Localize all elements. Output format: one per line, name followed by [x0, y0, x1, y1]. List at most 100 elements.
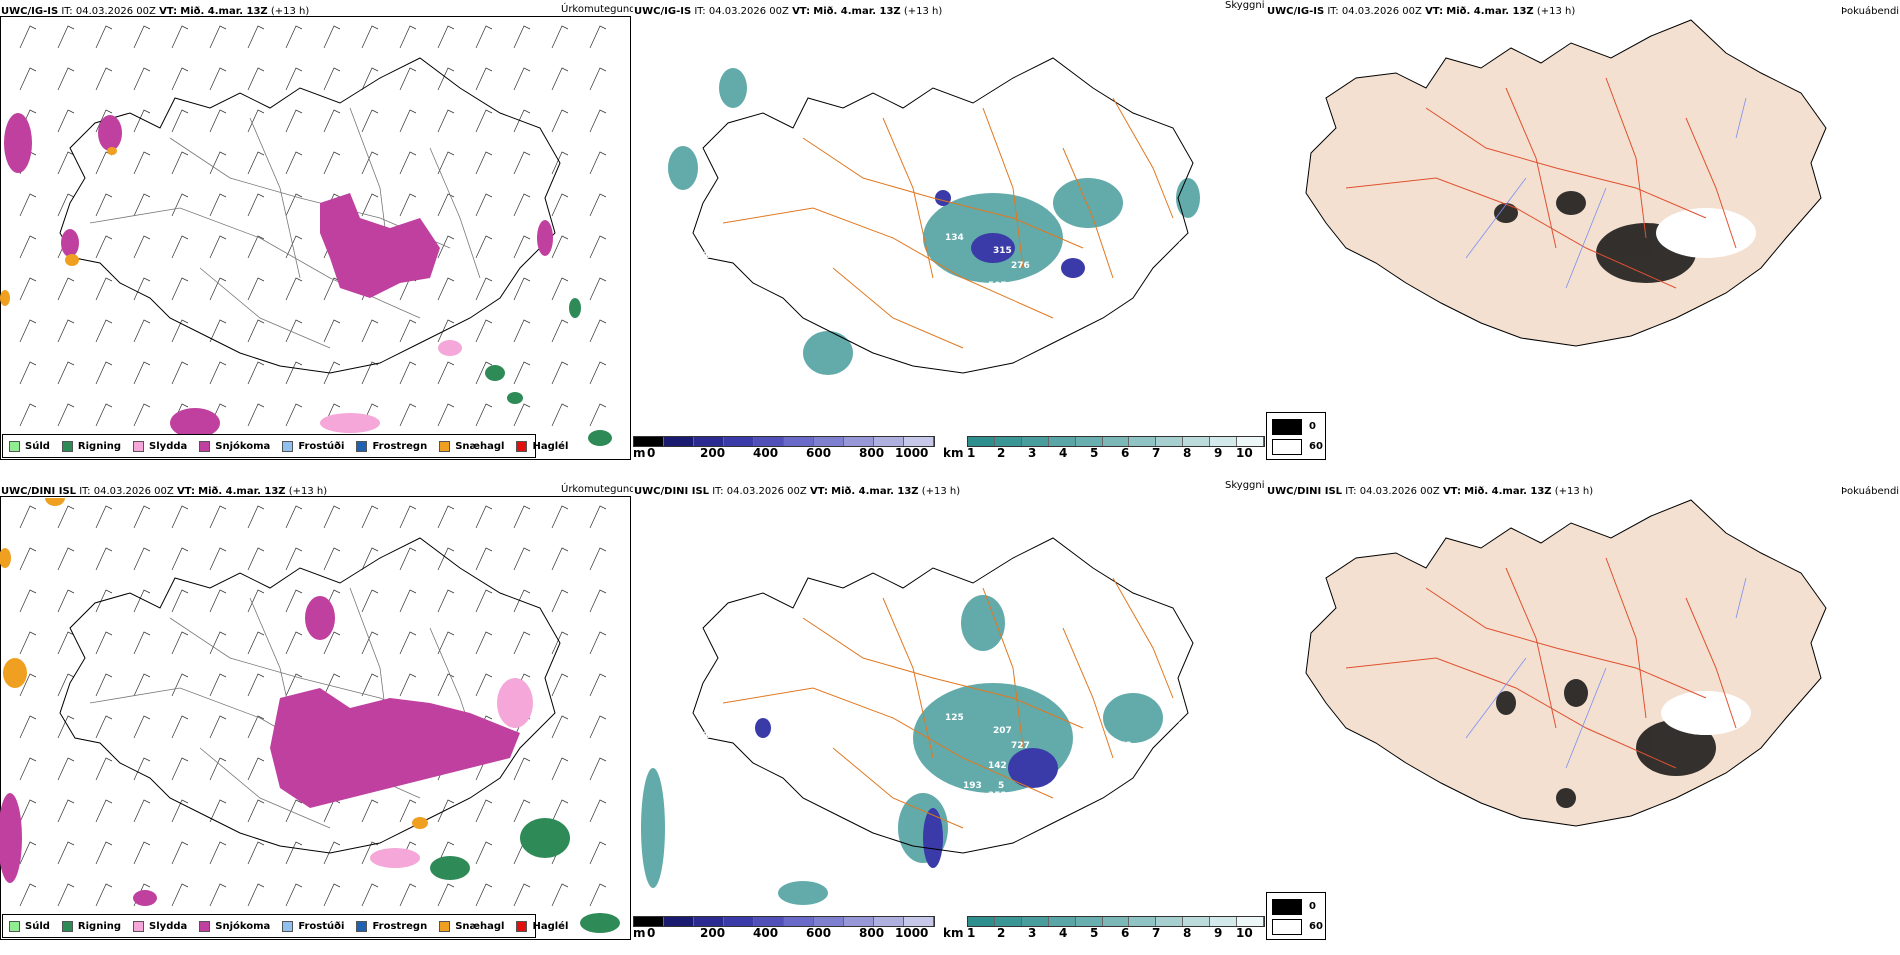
wind-barb — [57, 505, 75, 529]
wind-barb — [247, 673, 265, 697]
wind-barb — [323, 109, 341, 133]
wind-barb — [19, 361, 37, 385]
wind-barb — [399, 631, 417, 655]
wind-barb — [133, 505, 151, 529]
colorbar-segment — [1129, 917, 1157, 926]
visibility-unit: km — [943, 926, 964, 940]
wind-barb — [551, 673, 569, 697]
wind-barb — [133, 109, 151, 133]
cloud-base-value: 49 — [1011, 811, 1024, 821]
wind-barb — [551, 193, 569, 217]
wind-barb — [19, 547, 37, 571]
tick-label: 2 — [997, 926, 1006, 940]
tick-label: 1000 — [895, 446, 929, 460]
road-network — [89, 587, 481, 829]
wind-barb — [399, 109, 417, 133]
wind-barb — [209, 715, 227, 739]
wind-barb — [285, 799, 303, 823]
wind-barb — [399, 883, 417, 907]
tick-label: 600 — [806, 926, 832, 940]
wind-barb — [57, 403, 75, 427]
wind-barb — [589, 631, 607, 655]
snow-area — [4, 113, 553, 438]
cloud-base-value: 58 — [951, 181, 964, 191]
colorbar-segment — [1156, 437, 1184, 446]
fog-map — [1305, 19, 1827, 347]
wind-barb — [361, 673, 379, 697]
wind-barb — [323, 67, 341, 91]
colorbar-segment — [1129, 437, 1157, 446]
wind-barb — [399, 361, 417, 385]
legend-item: Snæhagl — [439, 920, 504, 932]
wind-barb — [247, 403, 265, 427]
wind-barb — [513, 403, 531, 427]
colorbar-segment — [1156, 917, 1184, 926]
wind-barb — [57, 361, 75, 385]
cloud-base-value: 507 — [988, 281, 1007, 291]
wind-barb — [171, 361, 189, 385]
wind-barb — [475, 25, 493, 49]
wind-barb — [399, 799, 417, 823]
wind-barb — [399, 67, 417, 91]
wind-barb — [95, 841, 113, 865]
wind-barb — [171, 673, 189, 697]
tick-label: 6 — [1121, 926, 1130, 940]
wind-barb — [285, 841, 303, 865]
wind-barb — [95, 505, 113, 529]
wind-barb — [589, 319, 607, 343]
wind-barb — [323, 631, 341, 655]
wind-barb — [247, 193, 265, 217]
legend-swatch — [282, 440, 294, 452]
wind-barb — [171, 25, 189, 49]
iceland-land — [1305, 19, 1827, 347]
cloudbase-unit: m — [633, 446, 646, 460]
wind-barb — [361, 25, 379, 49]
colorbar-segment — [814, 917, 844, 926]
panel-header: UWC/DINI ISL IT: 04.03.2026 00Z VT: Mið.… — [1267, 486, 1594, 497]
rivers — [1465, 97, 1747, 289]
wind-barb — [589, 547, 607, 571]
wind-barb — [171, 505, 189, 529]
fog-free — [1661, 691, 1751, 735]
fog-swatch-black — [1272, 419, 1302, 435]
wind-barb — [437, 631, 455, 655]
wind-barb — [57, 151, 75, 175]
wind-barb — [247, 757, 265, 781]
wind-barb — [323, 673, 341, 697]
wind-barb — [475, 799, 493, 823]
cloud-base-value: 373 — [1113, 741, 1132, 751]
wind-barb — [209, 25, 227, 49]
colorbar-segment — [1183, 917, 1211, 926]
wind-barb — [475, 277, 493, 301]
wind-barb — [551, 715, 569, 739]
wind-barb — [399, 589, 417, 613]
wind-barb — [589, 193, 607, 217]
wind-barb — [247, 547, 265, 571]
wind-barb — [247, 589, 265, 613]
wind-barb — [95, 319, 113, 343]
wind-barb — [513, 193, 531, 217]
wind-barb — [323, 151, 341, 175]
wind-barb — [209, 67, 227, 91]
tick-label: 400 — [753, 446, 779, 460]
legend-item: Frostregn — [356, 440, 427, 452]
wind-barb — [513, 109, 531, 133]
cloud-base-value: 110 — [1178, 241, 1197, 251]
wind-barb — [133, 547, 151, 571]
wind-barb — [209, 673, 227, 697]
wind-barb — [285, 319, 303, 343]
wind-barb — [209, 109, 227, 133]
wind-barb — [171, 277, 189, 301]
wind-barb — [551, 883, 569, 907]
wind-barb — [323, 361, 341, 385]
legend-item: Snjókoma — [199, 920, 270, 932]
tick-label: 800 — [859, 926, 885, 940]
visibility-map: 101 125 266 207 727 142 193 5 49 280 647 252 200 373 3… — [641, 537, 1197, 905]
wind-barb — [247, 361, 265, 385]
wind-barb — [133, 631, 151, 655]
panel-header: UWC/DINI ISL IT: 04.03.2026 00Z VT: Mið.… — [1, 486, 328, 497]
wind-barb — [361, 589, 379, 613]
wind-barb — [95, 715, 113, 739]
wind-barb — [171, 193, 189, 217]
fog-value: 60 — [1309, 921, 1323, 932]
